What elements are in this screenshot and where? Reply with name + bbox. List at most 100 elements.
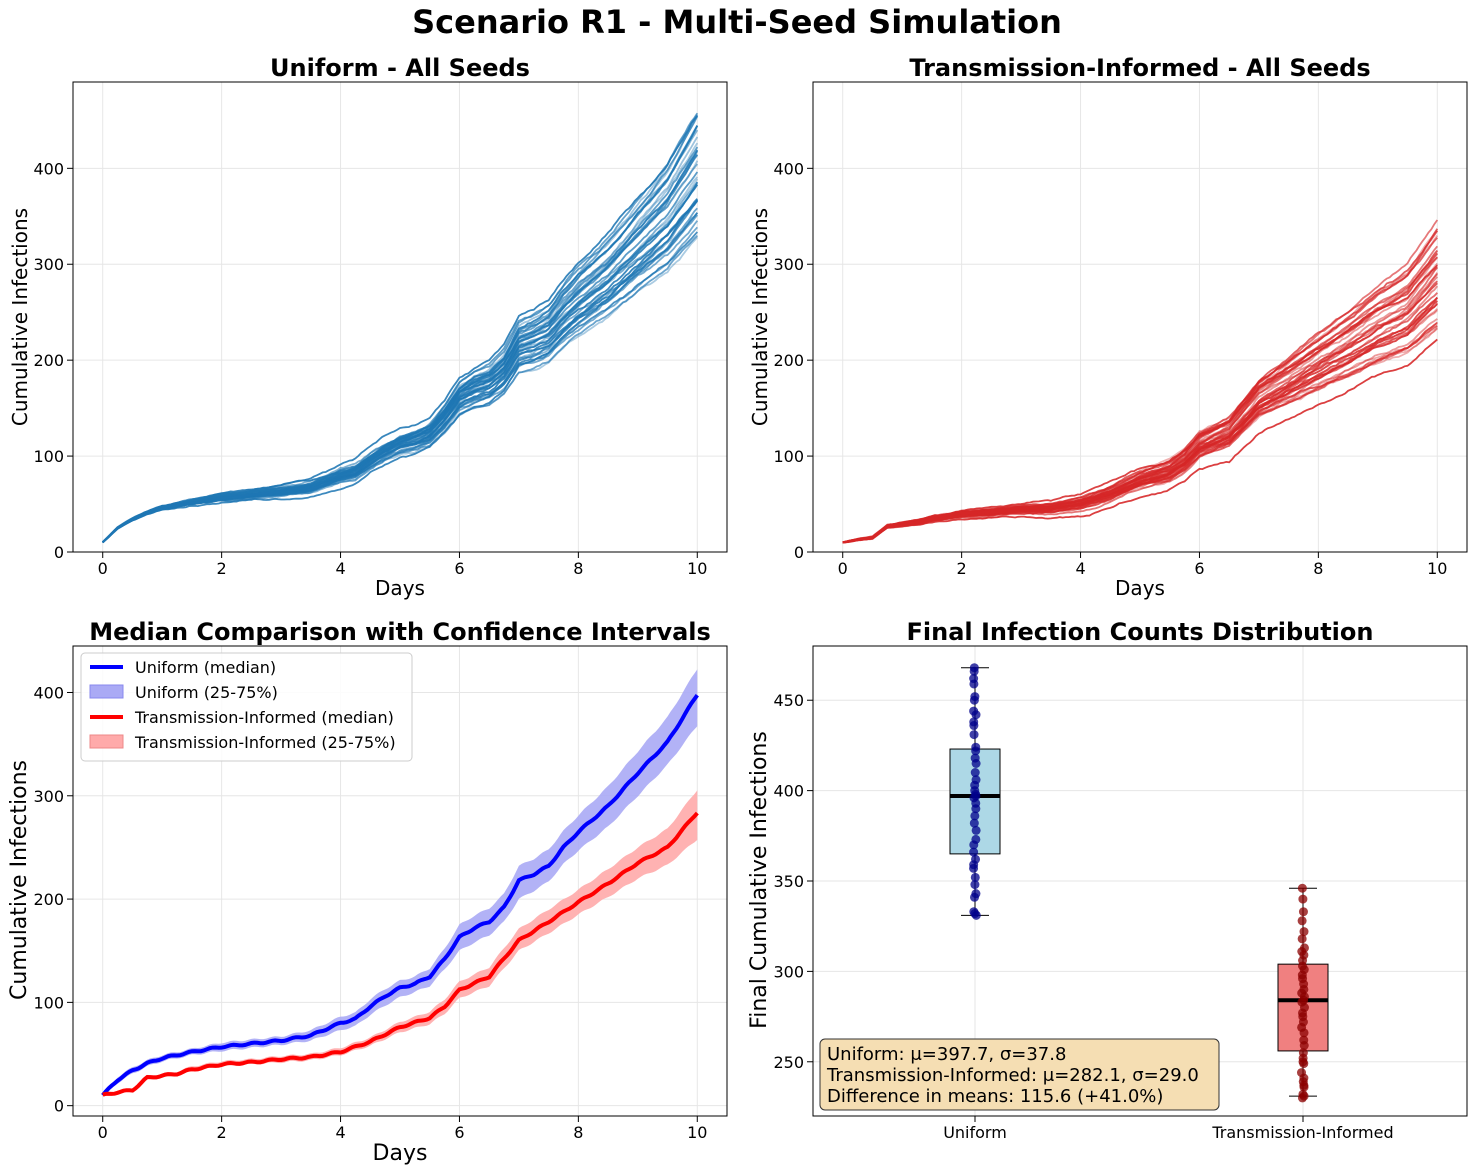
x-tick-label: 0 [838,559,848,578]
x-tick-label: Transmission-Informed [1211,1123,1393,1142]
data-point [1299,1059,1309,1069]
axes-frame [72,81,728,553]
stats-line-uniform: Uniform: μ=397.7, σ=37.8 [827,1044,1066,1065]
x-tick-label: 0 [98,1123,108,1142]
box-plots [949,663,1329,1103]
x-tick-label: 6 [1194,559,1204,578]
y-tick-label: 0 [54,1097,64,1116]
x-tick-label: 8 [573,559,583,578]
legend-uniform-median-label: Uniform (median) [135,658,276,677]
x-tick-label: 10 [687,1123,707,1142]
data-point [969,679,979,689]
data-point [1298,907,1308,917]
legend-ti-median-label: Transmission-Informed (median) [134,708,394,727]
data-point [1299,1082,1309,1092]
x-axis-label: Days [1115,576,1165,600]
y-axis-label: Final Cumulative Infections [747,731,772,1029]
data-point [1297,1093,1307,1103]
legend-ti-band-label: Transmission-Informed (25-75%) [134,733,396,752]
data-point [971,746,981,756]
panel-title: Uniform - All Seeds [270,54,530,82]
x-tick-label: 6 [454,1123,464,1142]
y-tick-label: 0 [794,543,804,562]
y-tick-label: 300 [33,255,64,274]
data-point [1297,934,1307,944]
panel-title: Final Infection Counts Distribution [907,618,1374,646]
data-point [1299,927,1309,937]
x-tick-label: Uniform [943,1123,1007,1142]
data-point [971,759,981,768]
y-tick-label: 100 [773,447,804,466]
seed-line [102,181,698,544]
data-point [969,818,979,828]
data-point [969,721,979,731]
seed-line [102,198,698,543]
stats-line-ti: Transmission-Informed: μ=282.1, σ=29.0 [826,1065,1199,1086]
panel-title: Transmission-Informed - All Seeds [909,54,1370,82]
median-line [101,694,699,1097]
y-tick-label: 0 [54,543,64,562]
y-tick-label: 200 [773,351,804,370]
series-lines [102,112,699,544]
x-tick-label: 2 [217,1123,227,1142]
stats-line-difference: Difference in means: 115.6 (+41.0%) [827,1086,1163,1107]
x-tick-label: 4 [335,559,345,578]
series-lines [842,219,1439,544]
figure-title: Scenario R1 - Multi-Seed Simulation [412,3,1062,41]
data-point [969,666,979,676]
seed-line [102,150,699,544]
x-axis-label: Days [375,576,425,600]
seed-line [102,115,699,544]
y-tick-label: 300 [773,255,804,274]
y-tick-label: 450 [773,691,804,710]
legend-uniform-band-label: Uniform (25-75%) [135,683,278,702]
x-axis-label: Days [373,1141,428,1166]
y-tick-label: 300 [33,787,64,806]
legend-ti-band-swatch [89,734,124,749]
median-line [102,811,699,1097]
x-tick-label: 10 [687,559,707,578]
data-point [1298,894,1308,904]
data-point [969,847,979,857]
y-tick-label: 250 [773,1053,804,1072]
data-point [971,710,981,720]
axes-frame [72,645,728,1117]
y-tick-label: 200 [33,351,64,370]
axes-frame [812,81,1468,553]
y-tick-label: 400 [773,159,804,178]
data-point [1297,883,1307,893]
x-tick-label: 6 [454,559,464,578]
data-point [969,840,979,850]
x-tick-label: 2 [957,559,967,578]
y-tick-label: 400 [33,159,64,178]
y-axis-label: Cumulative Infections [8,208,32,426]
data-point [970,892,980,902]
y-tick-label: 200 [33,890,64,909]
stats-box: Uniform: μ=397.7, σ=37.8 Transmission-In… [819,1038,1220,1111]
data-point [970,768,980,778]
legend-uniform-band-swatch [89,684,124,699]
ticks: 250 300 350 400 450 Uniform Transmission-Infor… [773,691,1393,1142]
y-axis-label: Cumulative Infections [7,760,32,1000]
seed-line [842,219,1439,544]
y-tick-label: 350 [773,872,804,891]
data-point [970,872,980,882]
y-tick-label: 300 [773,962,804,981]
series-lines [101,669,699,1097]
data-point [1297,916,1307,926]
seed-line [102,114,699,544]
y-axis-label: Cumulative Infections [748,208,772,426]
y-tick-label: 100 [33,993,64,1012]
panel-final-distribution: Final Infection Counts Distribution 250 3… [747,618,1468,1142]
seed-line [842,338,1438,544]
seed-line [102,114,699,544]
panel-title: Median Comparison with Confidence Interv… [89,618,711,646]
data-point [1299,1028,1309,1038]
data-point [969,695,979,705]
data-point [969,730,979,740]
data-point [969,863,979,873]
data-point [970,880,980,890]
